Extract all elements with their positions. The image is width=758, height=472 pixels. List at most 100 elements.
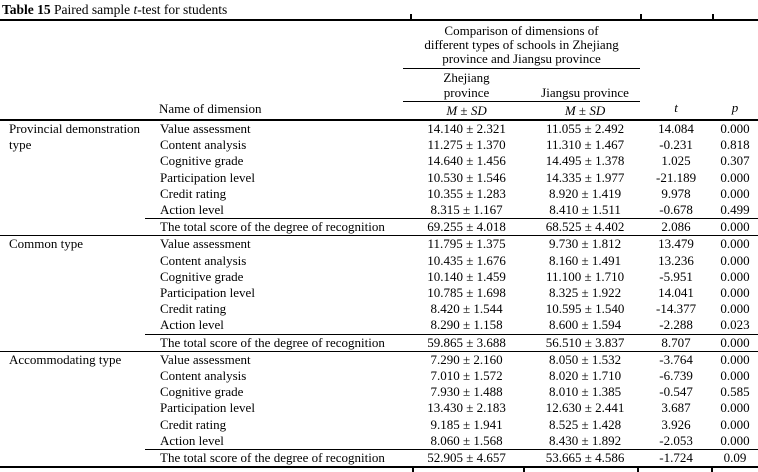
- column-tick: [523, 468, 525, 472]
- name-of-dimension-header: Name of dimension: [0, 20, 404, 121]
- cell-zhejiang: 59.865 ± 3.688: [403, 333, 531, 352]
- cell-name: The total score of the degree of recogni…: [145, 449, 404, 468]
- cell-t: 3.687: [661, 400, 691, 416]
- cell-p: 0.499: [720, 202, 750, 218]
- table-row: Action level 8.290 ± 1.158 8.600 ± 1.594 -2…: [0, 317, 758, 334]
- jiangsu-province-header: Jiangsu province: [530, 68, 641, 102]
- cell-zhejiang: 7.010 ± 1.572: [430, 368, 503, 384]
- cell-zhejiang: 8.315 ± 1.167: [430, 202, 503, 218]
- cell-jiangsu: 56.510 ± 3.837: [530, 333, 641, 352]
- column-tick: [637, 468, 639, 472]
- cell-name: Action level: [160, 202, 224, 218]
- cell-jiangsu: 8.020 ± 1.710: [548, 368, 622, 384]
- cell-jiangsu: 8.525 ± 1.428: [548, 416, 622, 432]
- table-row: Cognitive grade 14.640 ± 1.456 14.495 ± 1.…: [0, 153, 758, 169]
- group-label: Provincial demonstration type: [0, 120, 145, 237]
- cell-t: -1.724: [640, 449, 713, 468]
- cell-zhejiang: 13.430 ± 2.183: [427, 400, 506, 416]
- cell-p: 0.000: [720, 268, 750, 284]
- table-caption: Table 15 Paired sample t-test for studen…: [0, 0, 758, 19]
- zhejiang-province-header: Zhejiang province: [403, 68, 531, 102]
- column-tick: [711, 468, 713, 472]
- t-label: t: [674, 100, 678, 115]
- cell-zhejiang: 10.140 ± 1.459: [427, 268, 506, 284]
- cell-p: 0.000: [720, 252, 750, 268]
- cell-t: -5.951: [659, 268, 693, 284]
- column-tick: [412, 468, 414, 472]
- cell-zhejiang: 10.435 ± 1.676: [427, 252, 506, 268]
- cell-name: Credit rating: [160, 301, 227, 317]
- sd-label: SD: [589, 102, 606, 118]
- cell-name: Action level: [160, 317, 224, 333]
- cell-jiangsu: 8.600 ± 1.594: [548, 317, 622, 333]
- plus-minus-label: ±: [578, 102, 587, 118]
- cell-jiangsu: 11.100 ± 1.710: [545, 268, 625, 284]
- cell-name: Content analysis: [160, 137, 247, 153]
- cell-name: Credit rating: [160, 185, 227, 201]
- cell-p: 0.000: [720, 169, 750, 185]
- cell-t: 9.978: [661, 185, 691, 201]
- caption-italic-t: t: [133, 2, 138, 17]
- cell-t: -3.764: [659, 351, 693, 367]
- cell-name: Value assessment: [160, 351, 251, 367]
- table-row: Common type Value assessment 11.795 ± 1.37…: [0, 235, 758, 352]
- table-row: Action level 8.315 ± 1.167 8.410 ± 1.511 -0…: [0, 202, 758, 219]
- total-row: The total score of the degree of recogni…: [0, 449, 758, 468]
- cell-jiangsu: 53.665 ± 4.586: [530, 449, 641, 468]
- cell-p: 0.000: [712, 218, 758, 237]
- cell-zhejiang: 14.640 ± 1.456: [427, 153, 506, 169]
- cell-t: 2.086: [640, 218, 713, 237]
- cell-name: Participation level: [160, 285, 255, 301]
- ttest-table: Name of dimension Comparison of dimensio…: [0, 19, 758, 469]
- cell-p: 0.000: [720, 285, 750, 301]
- table-row: Accommodating type Value assessment 7.290 …: [0, 351, 758, 368]
- total-row: The total score of the degree of recogni…: [0, 333, 758, 352]
- cell-jiangsu: 68.525 ± 4.402: [530, 218, 641, 237]
- name-of-dimension-label: Name of dimension: [159, 101, 262, 116]
- cell-p: 0.000: [720, 185, 750, 201]
- cell-jiangsu: 8.050 ± 1.532: [548, 351, 622, 367]
- cell-zhejiang: 69.255 ± 4.018: [403, 218, 531, 237]
- cell-t: -2.053: [659, 432, 693, 448]
- cell-p: 0.818: [720, 137, 750, 153]
- cell-zhejiang: 11.795 ± 1.375: [427, 236, 506, 252]
- cell-jiangsu: 8.410 ± 1.511: [549, 202, 621, 218]
- p-column-header: p: [712, 20, 758, 121]
- cell-zhejiang: 11.275 ± 1.370: [427, 137, 506, 153]
- m-label: M: [446, 102, 458, 118]
- cell-jiangsu: 8.325 ± 1.922: [548, 285, 622, 301]
- cell-p: 0.000: [720, 351, 750, 367]
- table-row: Content analysis 7.010 ± 1.572 8.020 ± 1.7…: [0, 368, 758, 384]
- cell-p: 0.000: [720, 301, 750, 317]
- t-column-header: t: [640, 20, 713, 121]
- p-label: p: [731, 100, 739, 115]
- cell-p: 0.000: [720, 236, 750, 252]
- table-block: Common type Value assessment 11.795 ± 1.37…: [0, 235, 758, 352]
- table-row: Cognitive grade 10.140 ± 1.459 11.100 ± 1.…: [0, 269, 758, 285]
- cell-name: Value assessment: [160, 236, 251, 252]
- cell-jiangsu: 11.310 ± 1.467: [545, 137, 625, 153]
- cell-jiangsu: 8.920 ± 1.419: [548, 185, 622, 201]
- cell-jiangsu: 8.430 ± 1.892: [548, 432, 622, 448]
- cell-p: 0.09: [712, 449, 758, 468]
- cell-t: -21.189: [655, 169, 697, 185]
- cell-p: 0.023: [720, 317, 750, 333]
- caption-text: Paired sample: [54, 2, 131, 17]
- cell-jiangsu: 8.160 ± 1.491: [548, 252, 622, 268]
- cell-t: -2.288: [659, 317, 693, 333]
- cell-t: 13.479: [658, 236, 694, 252]
- cell-jiangsu: 8.010 ± 1.385: [548, 384, 622, 400]
- table-block: Accommodating type Value assessment 7.290 …: [0, 351, 758, 468]
- cell-name: Action level: [160, 432, 224, 448]
- cell-p: 0.307: [720, 153, 750, 169]
- table-row: Participation level 13.430 ± 2.183 12.630 …: [0, 400, 758, 416]
- table-row: Credit rating 8.420 ± 1.544 10.595 ± 1.540…: [0, 301, 758, 317]
- cell-name: The total score of the degree of recogni…: [145, 333, 404, 352]
- cell-jiangsu: 9.730 ± 1.812: [548, 236, 622, 252]
- cell-p: 0.000: [720, 416, 750, 432]
- cell-p: 0.000: [720, 432, 750, 448]
- cell-zhejiang: 8.060 ± 1.568: [430, 432, 503, 448]
- cell-jiangsu: 10.595 ± 1.540: [545, 301, 625, 317]
- cell-t: -6.739: [659, 368, 693, 384]
- group-label: Accommodating type: [9, 351, 122, 367]
